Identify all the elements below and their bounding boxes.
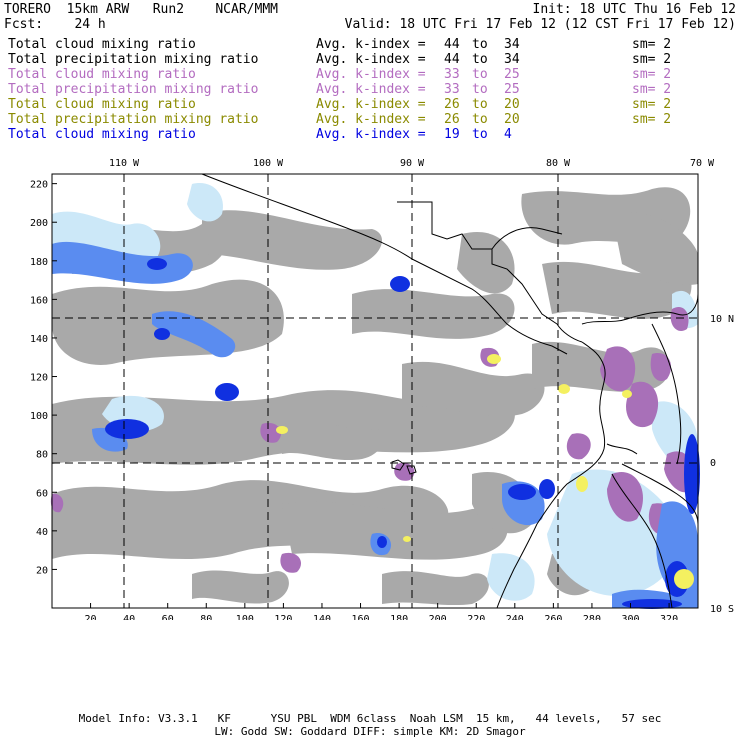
legend-k-label: Avg. k-index =	[316, 37, 426, 52]
legend-to: to	[472, 52, 488, 67]
fcst-value: 24 h	[74, 17, 106, 32]
legend-k-from: 26	[444, 112, 460, 127]
x-tick-label: 80	[200, 614, 212, 620]
y-tick-label: 120	[30, 373, 48, 384]
legend-k-from: 44	[444, 52, 460, 67]
legend-smoothing: sm= 2	[632, 52, 672, 67]
lat-labels: 10 N 0 10 S	[710, 314, 734, 615]
legend-k-to: 34	[504, 52, 520, 67]
map-panel: 110 W 100 W 90 W 80 W 70 W	[30, 158, 734, 620]
x-tick-label: 300	[621, 614, 639, 620]
footer-model-info: Model Info: V3.3.1 KF YSU PBL WDM 6class…	[78, 712, 662, 725]
legend-to: to	[472, 37, 488, 52]
legend-k-from: 26	[444, 97, 460, 112]
map-frame	[51, 173, 699, 609]
x-tick-label: 180	[390, 614, 408, 620]
model-resolution: 15km ARW	[66, 2, 130, 17]
model-name: TORERO	[4, 2, 51, 17]
lon-label-90w: 90 W	[400, 158, 425, 169]
legend-k-to: 4	[504, 127, 512, 142]
legend-to: to	[472, 127, 488, 142]
x-tick-label: 60	[162, 614, 174, 620]
legend-k-to: 20	[504, 112, 520, 127]
legend-k-from: 19	[444, 127, 460, 142]
map-area: 20 40 60 80 100 120 140 160 180 200 220 240 260 280 30…	[30, 173, 700, 620]
legend-k-label: Avg. k-index =	[316, 67, 426, 82]
y-tick-label: 200	[30, 218, 48, 229]
x-tick-label: 220	[467, 614, 485, 620]
legend-to: to	[472, 82, 488, 97]
org-label: NCAR/MMM	[215, 2, 278, 17]
legend-field-name: Total precipitation mixing ratio	[8, 82, 259, 97]
x-tick-label: 40	[123, 614, 135, 620]
coastline	[201, 173, 699, 609]
x-tick-label: 320	[660, 614, 678, 620]
legend-k-to: 25	[504, 67, 520, 82]
graticule	[52, 174, 698, 608]
legend-field-name: Total precipitation mixing ratio	[8, 52, 259, 67]
legend-to: to	[472, 112, 488, 127]
lon-label-110w: 110 W	[109, 158, 140, 169]
legend-k-label: Avg. k-index =	[316, 52, 426, 67]
legend-field-name: Total precipitation mixing ratio	[8, 112, 259, 127]
y-tick-label: 20	[36, 565, 48, 576]
lon-label-80w: 80 W	[546, 158, 571, 169]
lat-label-0: 0	[710, 458, 716, 469]
x-tick-label: 140	[313, 614, 331, 620]
legend-smoothing: sm= 2	[632, 97, 672, 112]
run-label: Run2	[152, 2, 185, 17]
y-tick-label: 140	[30, 334, 48, 345]
x-tick-label: 200	[429, 614, 447, 620]
legend-k-label: Avg. k-index =	[316, 82, 426, 97]
legend-smoothing: sm= 2	[632, 112, 672, 127]
legend-to: to	[472, 97, 488, 112]
y-tick-label: 180	[30, 257, 48, 268]
legend-smoothing: sm= 2	[632, 67, 672, 82]
footer-physics-info: LW: Godd SW: Goddard DIFF: simple KM: 2D…	[214, 725, 526, 738]
legend-k-label: Avg. k-index =	[316, 112, 426, 127]
legend-k-from: 44	[444, 37, 460, 52]
y-tick-label: 220	[30, 180, 48, 191]
header-model-line: TORERO 15km ARW Run2 NCAR/MMM	[4, 2, 278, 17]
x-tick-label: 120	[274, 614, 292, 620]
x-tick-label: 20	[85, 614, 97, 620]
yellow-cloud-field	[276, 354, 694, 589]
y-tick-label: 160	[30, 295, 48, 306]
legend-smoothing: sm= 2	[632, 82, 672, 97]
legend-k-from: 33	[444, 67, 460, 82]
lon-label-100w: 100 W	[253, 158, 284, 169]
legend-field-name: Total cloud mixing ratio	[8, 37, 196, 52]
y-tick-label: 40	[36, 527, 48, 538]
lon-labels: 110 W 100 W 90 W 80 W 70 W	[109, 158, 715, 169]
forecast-line: Fcst: 24 h	[4, 17, 106, 32]
legend-k-label: Avg. k-index =	[316, 97, 426, 112]
legend-to: to	[472, 67, 488, 82]
lat-label-10s: 10 S	[710, 604, 734, 615]
valid-time: Valid: 18 UTC Fri 17 Feb 12 (12 CST Fri …	[344, 17, 736, 32]
x-ticks: 20 40 60 80 100 120 140 160 180 200 220 240 260 280 30…	[85, 603, 678, 620]
x-tick-label: 160	[352, 614, 370, 620]
x-tick-label: 260	[544, 614, 562, 620]
lon-label-70w: 70 W	[690, 158, 715, 169]
legend-field-name: Total cloud mixing ratio	[8, 97, 196, 112]
x-tick-label: 100	[236, 614, 254, 620]
init-time: Init: 18 UTC Thu 16 Feb 12	[532, 2, 737, 17]
lat-label-10n: 10 N	[710, 314, 734, 325]
x-tick-label: 240	[506, 614, 524, 620]
legend-k-to: 25	[504, 82, 520, 97]
legend-k-to: 20	[504, 97, 520, 112]
legend-k-label: Avg. k-index =	[316, 127, 426, 142]
y-tick-label: 60	[36, 488, 48, 499]
fcst-label: Fcst:	[4, 17, 44, 32]
legend-field-name: Total cloud mixing ratio	[8, 127, 196, 142]
y-tick-label: 100	[30, 411, 48, 422]
y-tick-label: 80	[36, 450, 48, 461]
legend-smoothing: sm= 2	[632, 37, 672, 52]
legend-k-to: 34	[504, 37, 520, 52]
legend-field-name: Total cloud mixing ratio	[8, 67, 196, 82]
x-tick-label: 280	[583, 614, 601, 620]
y-ticks: 20 40 60 80 100 120 140 160 180 200 220	[30, 180, 57, 576]
legend-k-from: 33	[444, 82, 460, 97]
